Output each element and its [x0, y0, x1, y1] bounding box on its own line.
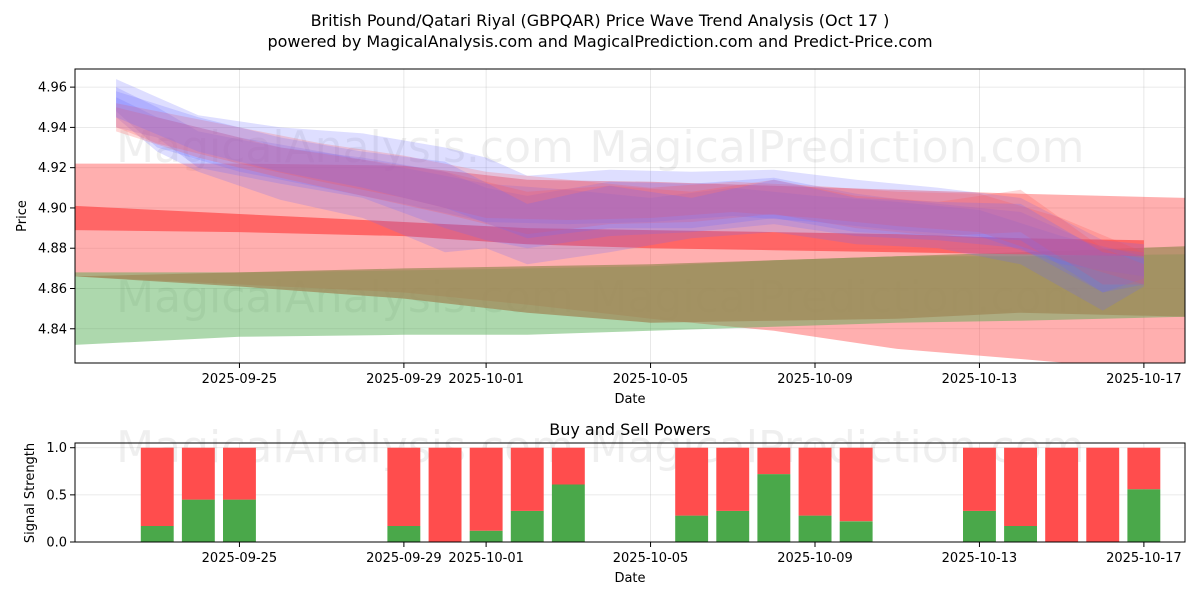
price-band-8: [116, 103, 1144, 285]
price-band-7: [116, 97, 1144, 277]
price-y-tick-label: 4.94: [38, 121, 67, 136]
sell-bar: [1045, 447, 1079, 542]
buy-bar: [510, 510, 544, 542]
signal-y-tick-label: 0.0: [46, 536, 67, 551]
buy-bar: [387, 526, 421, 542]
signal-x-tick-label: 2025-09-29: [366, 551, 442, 566]
sell-bar: [1086, 447, 1120, 542]
sell-bar: [675, 447, 709, 516]
price-chart: MagicalAnalysis.com MagicalPrediction.co…: [15, 68, 1186, 407]
price-band-4: [75, 205, 1144, 257]
signal-y-ticks: 0.0 0.5 1.0: [46, 441, 75, 551]
sell-bar: [510, 447, 544, 511]
signal-bars: [140, 447, 1161, 542]
sell-bar: [716, 447, 750, 511]
price-plot-frame: [74, 68, 1186, 364]
price-y-tick-label: 4.88: [38, 242, 67, 257]
buy-bar: [1004, 526, 1037, 542]
price-y-tick-label: 4.96: [38, 81, 67, 96]
buy-bar: [223, 499, 256, 542]
sell-bar: [839, 447, 873, 522]
price-x-tick-label: 2025-10-09: [777, 372, 853, 387]
sell-bar: [387, 447, 421, 526]
price-x-tick-label: 2025-10-01: [448, 372, 524, 387]
watermark-top-left-1: MagicalAnalysis.com: [116, 122, 574, 173]
sell-bar: [428, 447, 462, 542]
sell-bar: [551, 447, 585, 485]
signal-y-tick-label: 0.5: [46, 488, 67, 503]
price-y-tick-label: 4.84: [38, 322, 67, 337]
price-y-tick-label: 4.86: [38, 282, 67, 297]
sell-bar: [798, 447, 832, 516]
signal-x-tick-label: 2025-10-17: [1106, 551, 1182, 566]
signal-x-tick-label: 2025-10-01: [448, 551, 524, 566]
price-band-6: [116, 87, 1144, 293]
price-x-tick-label: 2025-09-29: [366, 372, 442, 387]
buy-bar: [551, 484, 585, 542]
figure-subtitle: powered by MagicalAnalysis.com and Magic…: [267, 32, 932, 51]
price-x-axis-label: Date: [614, 392, 645, 407]
buy-bar: [1127, 489, 1161, 542]
buy-bar: [140, 526, 174, 542]
signal-x-tick-label: 2025-09-25: [202, 551, 278, 566]
sell-bar: [1127, 447, 1161, 490]
buy-bar: [716, 510, 750, 542]
signal-watermarks: MagicalAnalysis.com MagicalPrediction.co…: [116, 422, 1084, 473]
signal-y-tick-label: 1.0: [46, 441, 67, 456]
buy-bar: [757, 474, 791, 542]
price-bands: [75, 79, 1185, 363]
sell-bar: [140, 447, 174, 526]
signal-x-tick-label: 2025-10-09: [777, 551, 853, 566]
price-band-3: [75, 246, 1185, 323]
price-y-tick-label: 4.90: [38, 201, 67, 216]
price-y-tick-label: 4.92: [38, 161, 67, 176]
price-x-tick-label: 2025-10-13: [942, 372, 1018, 387]
signal-x-tick-label: 2025-10-05: [613, 551, 689, 566]
sell-bar: [223, 447, 256, 500]
sell-bar: [1004, 447, 1037, 526]
price-x-tick-label: 2025-10-17: [1106, 372, 1182, 387]
sell-bar: [181, 447, 215, 500]
price-x-tick-label: 2025-09-25: [202, 372, 278, 387]
price-y-axis-label: Price: [15, 200, 30, 232]
sell-bar: [963, 447, 996, 511]
price-x-ticks: 2025-09-25 2025-09-29 2025-10-01 2025-10-05…: [202, 363, 1182, 387]
buy-bar: [963, 510, 996, 542]
signal-chart-title: Buy and Sell Powers: [549, 420, 711, 439]
price-x-tick-label: 2025-10-05: [613, 372, 689, 387]
price-band-5: [116, 79, 1144, 311]
sell-bar: [757, 447, 791, 475]
signal-y-axis-label: Signal Strength: [23, 443, 38, 543]
buy-bar: [839, 521, 873, 542]
signal-x-axis-label: Date: [614, 571, 645, 586]
buy-bar: [181, 499, 215, 542]
signal-plot-background: [75, 443, 1185, 542]
price-band-9: [116, 107, 1144, 285]
sell-bar: [469, 447, 503, 531]
price-band-10: [116, 91, 1144, 293]
signal-x-tick-label: 2025-10-13: [942, 551, 1018, 566]
buy-bar: [798, 515, 832, 542]
watermark-bottom-right: MagicalPrediction.com: [590, 422, 1085, 473]
watermark-top-right-1: MagicalPrediction.com: [590, 122, 1085, 173]
signal-chart: Buy and Sell Powers MagicalAnalysis.com …: [23, 420, 1186, 586]
figure-title: British Pound/Qatari Riyal (GBPQAR) Pric…: [311, 11, 890, 30]
signal-plot-frame: [74, 442, 1186, 543]
buy-bar: [675, 515, 709, 542]
price-y-ticks: 4.84 4.86 4.88 4.90 4.92 4.94 4.96: [38, 81, 75, 337]
buy-bar: [469, 530, 503, 542]
signal-x-ticks: 2025-09-25 2025-09-29 2025-10-01 2025-10-05…: [202, 542, 1182, 566]
